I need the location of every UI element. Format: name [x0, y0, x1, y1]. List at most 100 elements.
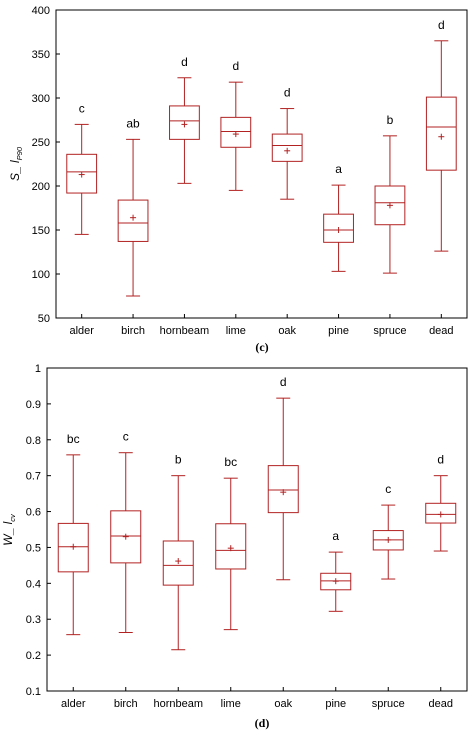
significance-letter: d	[438, 18, 445, 32]
x-tick-label-pine: pine	[325, 698, 346, 710]
x-axis-ticks-d: alder birch hornbeam lime oak pine spruce dead	[61, 687, 453, 710]
y-tick-label: 0.7	[26, 471, 41, 483]
mean-marker	[70, 543, 77, 550]
significance-letter: c	[123, 430, 129, 444]
box-birch: ab	[117, 116, 149, 297]
x-tick-label-hornbeam: hornbeam	[160, 325, 210, 337]
iqr-box	[162, 540, 194, 586]
mean-marker	[284, 147, 291, 154]
box-lime: d	[220, 59, 252, 191]
y-tick-label: 250	[32, 137, 50, 149]
x-tick-label-alder: alder	[69, 325, 94, 337]
significance-letter: d	[284, 86, 291, 100]
x-tick-label-oak: oak	[278, 325, 296, 337]
y-tick-label: 200	[32, 181, 50, 193]
significance-letter: bc	[67, 432, 80, 446]
mean-marker	[385, 536, 392, 543]
mean-marker	[175, 558, 182, 565]
mean-marker	[280, 489, 287, 496]
iqr-box	[110, 510, 142, 564]
box-pine: a	[323, 162, 354, 272]
mean-marker	[332, 578, 339, 585]
significance-letter: a	[335, 162, 342, 176]
panel-d: W_ lcv 0.1 0.2 0.3 0.4 0.5 0.6 0.7 0.8 0.9 1 alde…	[1, 363, 468, 730]
x-tick-label-spruce: spruce	[372, 698, 405, 710]
boxes-d: bc c b bc d a c d	[57, 375, 457, 651]
x-tick-label-oak: oak	[274, 698, 292, 710]
mean-marker	[78, 171, 85, 178]
significance-letter: a	[332, 529, 339, 543]
iqr-box	[425, 502, 457, 524]
y-tick-label: 50	[38, 313, 50, 325]
mean-marker	[227, 545, 234, 552]
iqr-box	[267, 465, 299, 514]
box-lime: bc	[215, 455, 247, 631]
y-axis-ticks-c: 50 100 150 200 250 300 350 400	[32, 5, 60, 325]
mean-marker	[386, 202, 393, 209]
mean-marker	[181, 121, 188, 128]
significance-letter: c	[385, 482, 391, 496]
x-tick-label-spruce: spruce	[373, 325, 406, 337]
significance-letter: b	[175, 453, 182, 467]
panel-c: S_ lP90 50 100 150 200 250 300 350 400 alder bir…	[8, 5, 468, 354]
y-tick-label: 0.8	[26, 435, 41, 447]
iqr-box	[374, 185, 406, 226]
mean-marker	[438, 133, 445, 140]
box-oak: d	[271, 86, 303, 200]
y-axis-ticks-d: 0.1 0.2 0.3 0.4 0.5 0.6 0.7 0.8 0.9 1	[26, 363, 51, 698]
y-tick-label: 0.3	[26, 614, 41, 626]
iqr-box	[271, 133, 303, 162]
box-spruce: c	[372, 482, 404, 580]
iqr-box	[320, 572, 352, 591]
box-pine: a	[320, 529, 352, 612]
x-tick-label-hornbeam: hornbeam	[153, 698, 203, 710]
significance-letter: d	[280, 375, 287, 389]
y-tick-label: 0.9	[26, 399, 41, 411]
x-tick-label-birch: birch	[121, 325, 145, 337]
box-hornbeam: d	[169, 55, 200, 184]
x-tick-label-dead: dead	[429, 698, 453, 710]
mean-marker	[122, 533, 129, 540]
panel-caption-d: (d)	[255, 716, 270, 730]
iqr-box	[66, 153, 98, 194]
iqr-box	[323, 213, 354, 243]
box-dead: d	[425, 18, 457, 252]
mean-marker	[232, 131, 239, 138]
box-spruce: b	[374, 113, 406, 274]
box-alder: bc	[57, 432, 89, 636]
y-tick-label: 0.6	[26, 507, 41, 519]
iqr-box	[169, 105, 200, 140]
significance-letter: d	[181, 55, 188, 69]
x-tick-label-pine: pine	[328, 325, 349, 337]
mean-marker	[130, 214, 137, 221]
significance-letter: b	[387, 113, 394, 127]
panel-caption-c: (c)	[255, 340, 268, 354]
box-oak: d	[267, 375, 299, 581]
x-tick-label-lime: lime	[221, 698, 241, 710]
y-tick-label: 150	[32, 225, 50, 237]
significance-letter: bc	[224, 455, 237, 469]
significance-letter: d	[232, 59, 239, 73]
iqr-box	[220, 116, 252, 148]
y-tick-label: 1	[35, 363, 41, 375]
box-alder: c	[66, 101, 98, 235]
y-tick-label: 0.4	[26, 578, 41, 590]
plot-frame-d	[46, 367, 468, 692]
x-axis-ticks-c: alder birch hornbeam lime oak pine spruce dead	[69, 314, 454, 337]
iqr-box	[215, 523, 247, 570]
significance-letter: d	[437, 453, 444, 467]
iqr-box	[57, 522, 89, 573]
box-dead: d	[425, 453, 457, 552]
mean-marker	[335, 227, 342, 233]
significance-letter: ab	[126, 116, 140, 130]
y-axis-label-c: S_ lP90	[8, 146, 24, 181]
x-tick-label-birch: birch	[114, 698, 138, 710]
significance-letter: c	[79, 101, 85, 115]
y-tick-label: 0.2	[26, 650, 41, 662]
y-axis-label-d: W_ lcv	[1, 513, 17, 546]
box-birch: c	[110, 430, 142, 634]
y-tick-label: 350	[32, 49, 50, 61]
y-tick-label: 100	[32, 269, 50, 281]
